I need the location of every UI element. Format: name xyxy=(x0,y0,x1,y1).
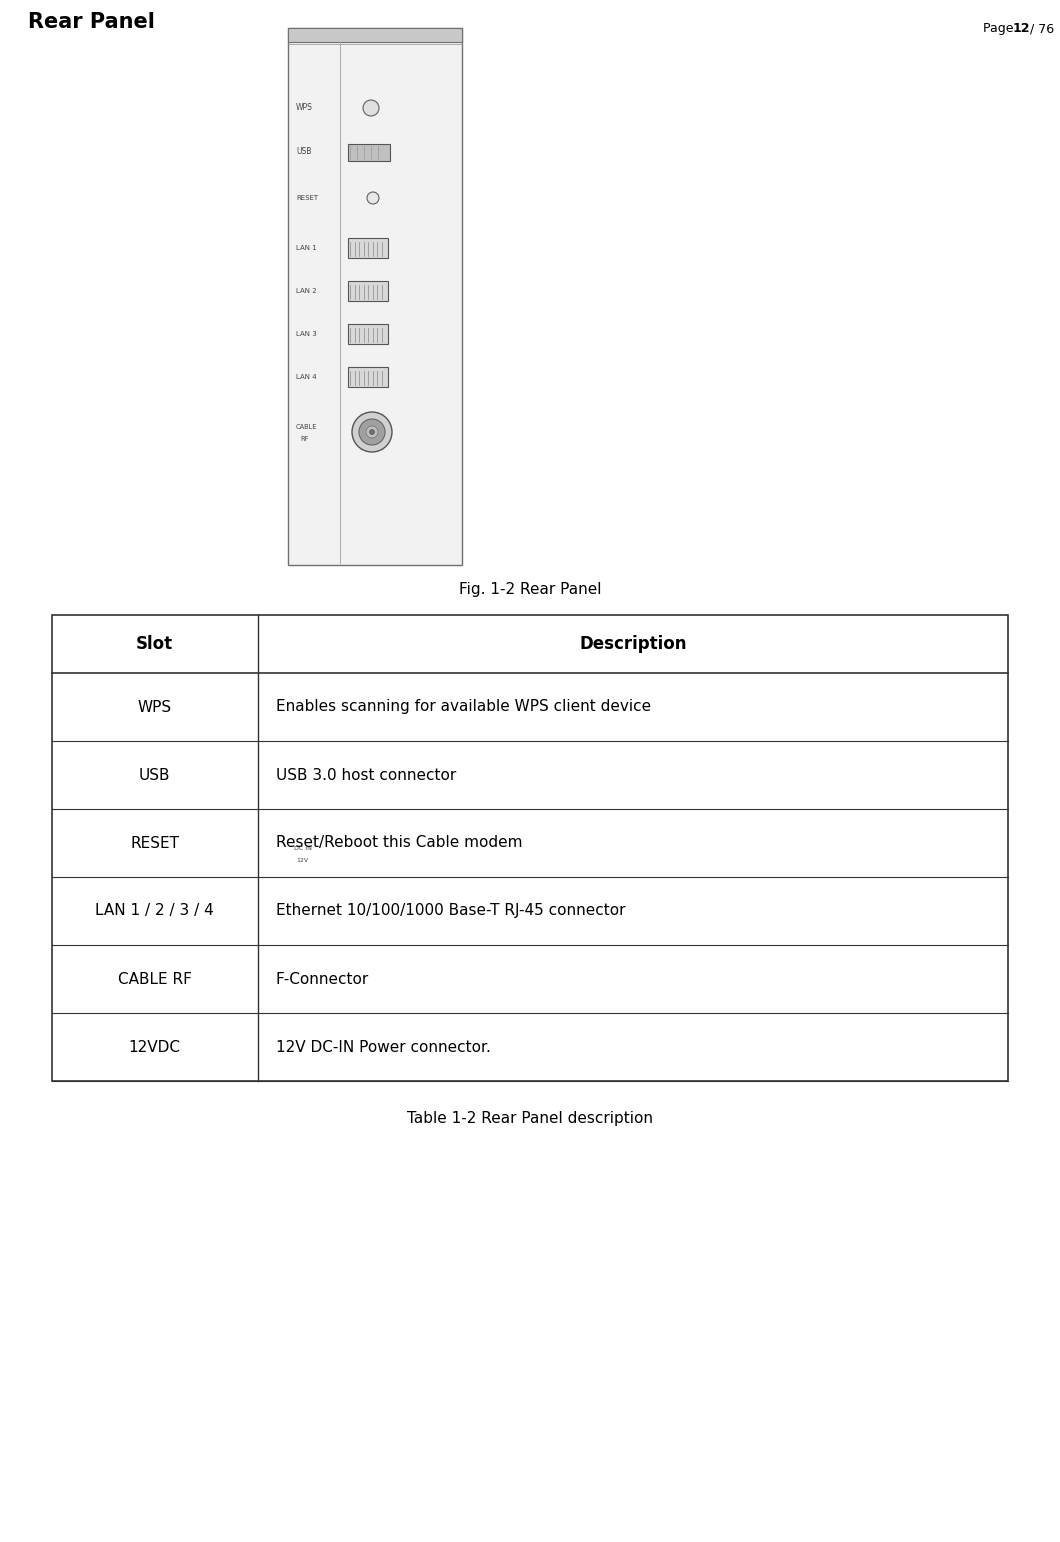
Text: 12V: 12V xyxy=(296,857,308,862)
Text: Fig. 1-2 Rear Panel: Fig. 1-2 Rear Panel xyxy=(459,581,601,597)
Text: 12: 12 xyxy=(1013,22,1030,35)
Bar xyxy=(333,840,371,867)
Text: CABLE RF: CABLE RF xyxy=(118,971,192,987)
Text: 12VDC: 12VDC xyxy=(128,1039,181,1055)
Text: USB 3.0 host connector: USB 3.0 host connector xyxy=(276,768,456,782)
Text: F-Connector: F-Connector xyxy=(276,971,369,987)
Bar xyxy=(348,143,390,160)
Text: CABLE: CABLE xyxy=(296,424,317,430)
Text: LAN 1: LAN 1 xyxy=(296,245,317,251)
Bar xyxy=(348,237,388,258)
Circle shape xyxy=(366,426,378,438)
Text: RESET: RESET xyxy=(130,836,179,851)
Text: LAN 1 / 2 / 3 / 4: LAN 1 / 2 / 3 / 4 xyxy=(95,904,214,919)
Bar xyxy=(286,942,314,956)
Text: Enables scanning for available WPS client device: Enables scanning for available WPS clien… xyxy=(276,700,651,714)
Bar xyxy=(52,615,1008,1081)
Text: 12V DC-IN Power connector.: 12V DC-IN Power connector. xyxy=(276,1039,491,1055)
Bar xyxy=(270,921,480,942)
Bar xyxy=(348,367,388,387)
Bar xyxy=(348,324,388,344)
Bar xyxy=(348,281,388,301)
Circle shape xyxy=(370,430,374,435)
Text: LAN 2: LAN 2 xyxy=(296,288,317,295)
Circle shape xyxy=(363,100,379,116)
Text: LAN 3: LAN 3 xyxy=(296,332,317,338)
Text: LAN 4: LAN 4 xyxy=(296,375,317,379)
Circle shape xyxy=(312,834,317,839)
Circle shape xyxy=(359,419,385,446)
Text: Description: Description xyxy=(579,635,687,652)
Text: Page: Page xyxy=(983,22,1018,35)
Bar xyxy=(288,28,462,42)
Circle shape xyxy=(292,834,297,839)
Circle shape xyxy=(341,843,363,865)
Text: RF: RF xyxy=(300,436,308,443)
Text: WPS: WPS xyxy=(296,103,313,113)
Text: Table 1-2 Rear Panel description: Table 1-2 Rear Panel description xyxy=(407,1110,653,1126)
Text: RESET: RESET xyxy=(296,194,318,200)
Bar xyxy=(434,942,462,956)
Circle shape xyxy=(352,412,392,452)
Bar xyxy=(288,28,462,564)
Text: USB: USB xyxy=(296,148,312,156)
Circle shape xyxy=(346,958,354,965)
Circle shape xyxy=(367,193,379,204)
Circle shape xyxy=(301,834,306,839)
Text: / 76: / 76 xyxy=(1026,22,1054,35)
Text: Reset/Reboot this Cable modem: Reset/Reboot this Cable modem xyxy=(276,836,522,851)
Text: Rear Panel: Rear Panel xyxy=(28,12,155,32)
Text: Slot: Slot xyxy=(136,635,174,652)
Text: WPS: WPS xyxy=(138,700,172,714)
Circle shape xyxy=(347,850,357,859)
FancyBboxPatch shape xyxy=(307,944,393,978)
Text: DC IN: DC IN xyxy=(294,847,312,851)
Text: USB: USB xyxy=(139,768,171,782)
Text: Ethernet 10/100/1000 Base-T RJ-45 connector: Ethernet 10/100/1000 Base-T RJ-45 connec… xyxy=(276,904,625,919)
